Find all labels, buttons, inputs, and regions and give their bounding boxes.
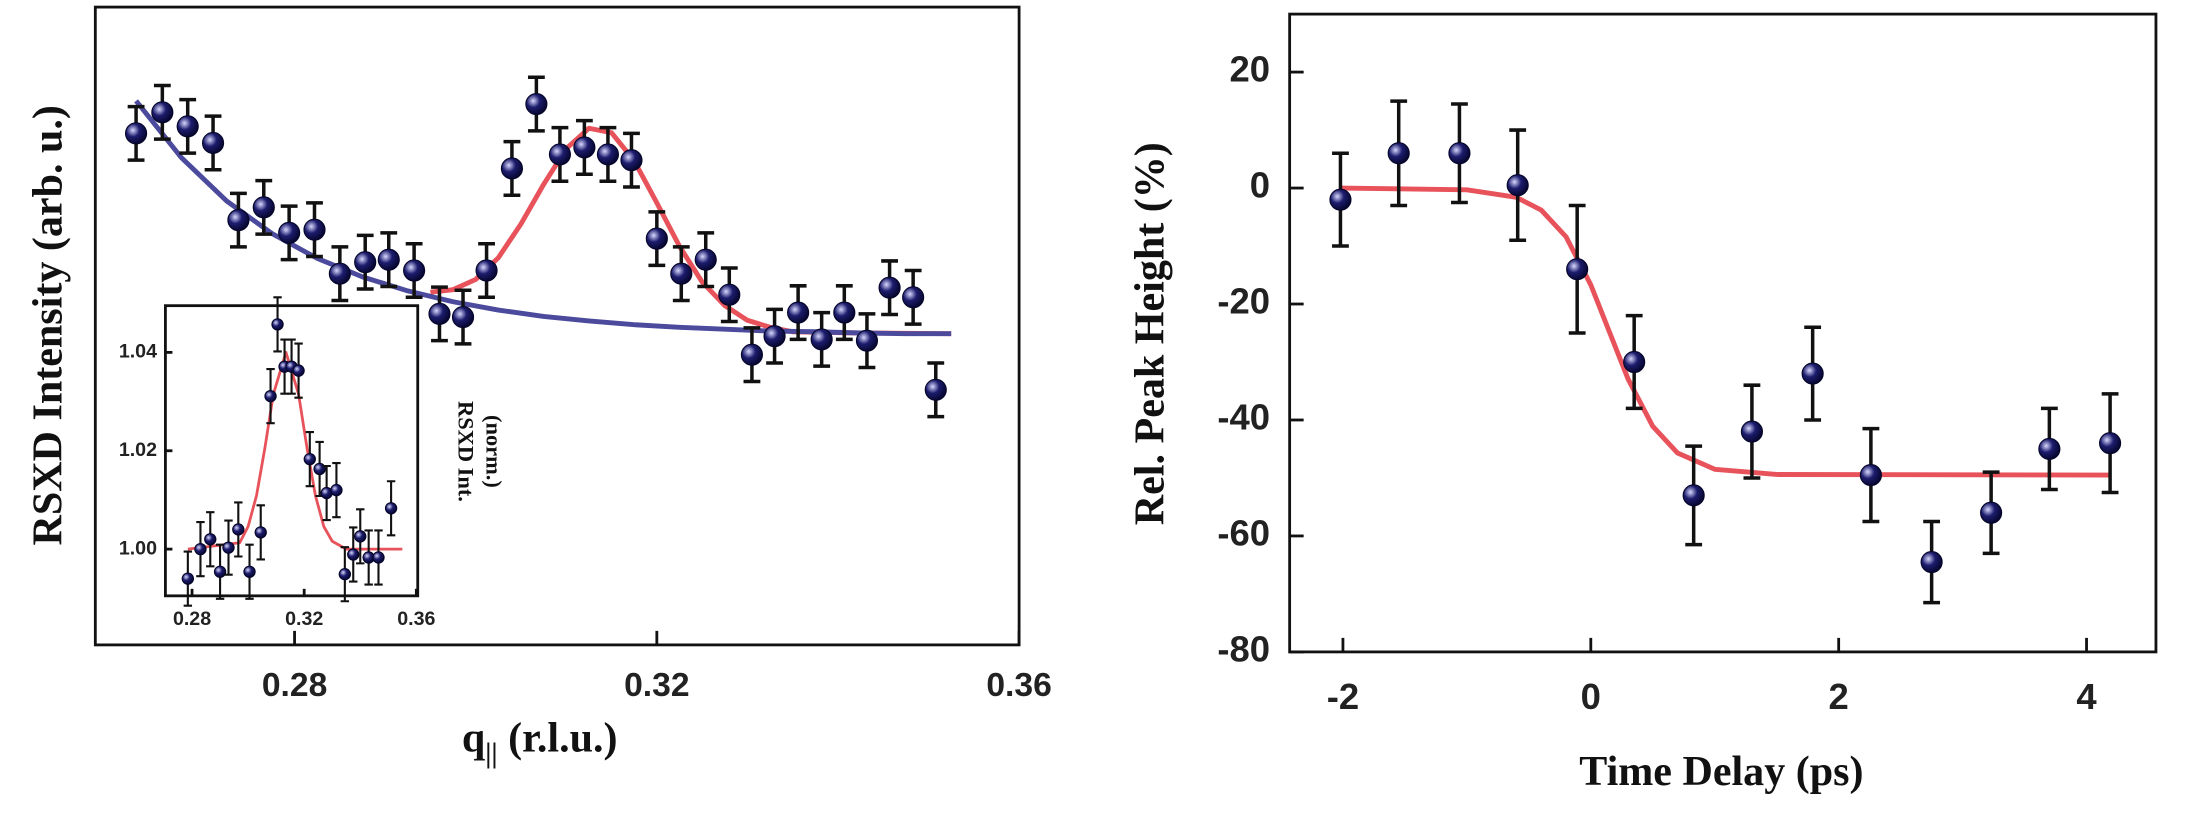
data-point — [252, 196, 275, 219]
data-point — [1682, 484, 1705, 507]
y-axis-label: Rel. Peak Height (%) — [1127, 142, 1173, 525]
data-point — [227, 209, 250, 232]
data-point — [377, 248, 400, 271]
data-point — [213, 565, 227, 578]
data-point — [787, 301, 810, 324]
data-point — [372, 551, 385, 564]
y-tick-label: 0 — [1250, 165, 1270, 206]
data-point — [1448, 142, 1471, 165]
x-tick-label: 4 — [2076, 676, 2097, 717]
data-point — [1387, 142, 1410, 165]
x-tick-label: 0.28 — [262, 667, 327, 704]
data-point — [740, 343, 764, 366]
data-point — [264, 389, 277, 403]
x-axis-label: Time Delay (ps) — [1579, 749, 1863, 795]
data-point — [222, 541, 235, 554]
y-tick-label: -60 — [1217, 513, 1270, 554]
data-point — [1506, 174, 1529, 197]
data-point — [278, 221, 301, 244]
data-point — [573, 136, 596, 159]
data-point — [2099, 432, 2122, 455]
data-point — [403, 259, 426, 282]
data-point — [292, 364, 305, 377]
data-point — [475, 259, 498, 282]
x-tick-label: 0.36 — [986, 667, 1051, 704]
x-tick-label: 0.28 — [173, 608, 211, 630]
y-tick-label: 20 — [1229, 49, 1270, 90]
data-point — [201, 131, 225, 155]
data-point — [694, 248, 717, 271]
data-point — [232, 523, 245, 536]
data-point — [924, 378, 947, 401]
x-tick-label: 0.32 — [285, 608, 323, 630]
x-label-subscript: || — [485, 739, 497, 770]
data-point — [354, 530, 367, 543]
data-point — [833, 301, 856, 324]
data-point — [181, 572, 195, 585]
data-point — [243, 565, 256, 578]
data-point — [204, 533, 217, 546]
data-point — [451, 305, 475, 329]
y-tick-label: -20 — [1217, 281, 1270, 322]
x-tick-label: 2 — [1829, 676, 1849, 717]
data-point — [1329, 188, 1352, 211]
y-tick-label: 1.02 — [119, 439, 157, 461]
data-point — [902, 286, 925, 309]
data-point — [763, 325, 786, 348]
data-point — [428, 302, 451, 325]
data-point — [328, 262, 351, 285]
x-label-part: q — [462, 715, 485, 761]
data-point — [347, 548, 360, 561]
x-label-part: (r.l.u.) — [498, 715, 618, 761]
y-axis-label: RSXD Intensity (arb. u.) — [26, 105, 72, 545]
data-point — [645, 227, 668, 250]
data-point — [303, 452, 316, 466]
data-point — [548, 143, 572, 166]
data-point — [271, 318, 284, 331]
data-point — [525, 92, 548, 116]
y-tick-label: 1.00 — [119, 537, 157, 559]
data-point — [1566, 258, 1589, 281]
data-point — [878, 276, 901, 299]
data-point — [500, 157, 524, 180]
data-point — [254, 526, 267, 539]
y-tick-label: -80 — [1217, 629, 1270, 670]
inset-y-label: (norm.) — [481, 415, 506, 488]
data-point — [1801, 362, 1824, 385]
data-point — [596, 143, 620, 166]
data-point — [620, 149, 643, 172]
data-point — [384, 502, 398, 515]
x-axis-label: q|| (r.l.u.) — [462, 715, 618, 769]
data-point — [1740, 420, 1763, 443]
plot-frame — [1288, 12, 2158, 654]
data-point — [354, 251, 377, 274]
x-tick-label: 0.36 — [397, 608, 435, 630]
y-tick-label: -40 — [1217, 397, 1270, 438]
y-tick-label: 1.04 — [119, 341, 157, 363]
data-point — [125, 122, 148, 145]
data-point — [151, 101, 174, 124]
x-tick-label: 0.32 — [624, 667, 689, 704]
data-point — [330, 483, 343, 497]
data-point — [718, 283, 741, 306]
data-point — [303, 218, 326, 241]
data-point — [176, 115, 199, 138]
data-point — [1980, 501, 2003, 524]
data-point — [855, 329, 879, 352]
inset-y-label: RSXD Int. — [453, 401, 478, 502]
data-point — [1859, 463, 1882, 487]
data-point — [338, 568, 352, 581]
data-point — [1623, 350, 1646, 374]
data-point — [1920, 550, 1943, 574]
plots: 0.28 0.32 0.360.28 0.32 0.361.001.021.04-2 0 2… — [93, 5, 2158, 717]
data-point — [2038, 437, 2061, 461]
data-point — [194, 542, 207, 556]
x-tick-label: 0 — [1581, 676, 1601, 717]
panel: 0.28 0.32 0.36 1.00 1.02 1.04 — [119, 296, 436, 630]
data-point — [670, 262, 693, 285]
data-point — [810, 328, 833, 351]
x-tick-label: -2 — [1327, 676, 1359, 717]
